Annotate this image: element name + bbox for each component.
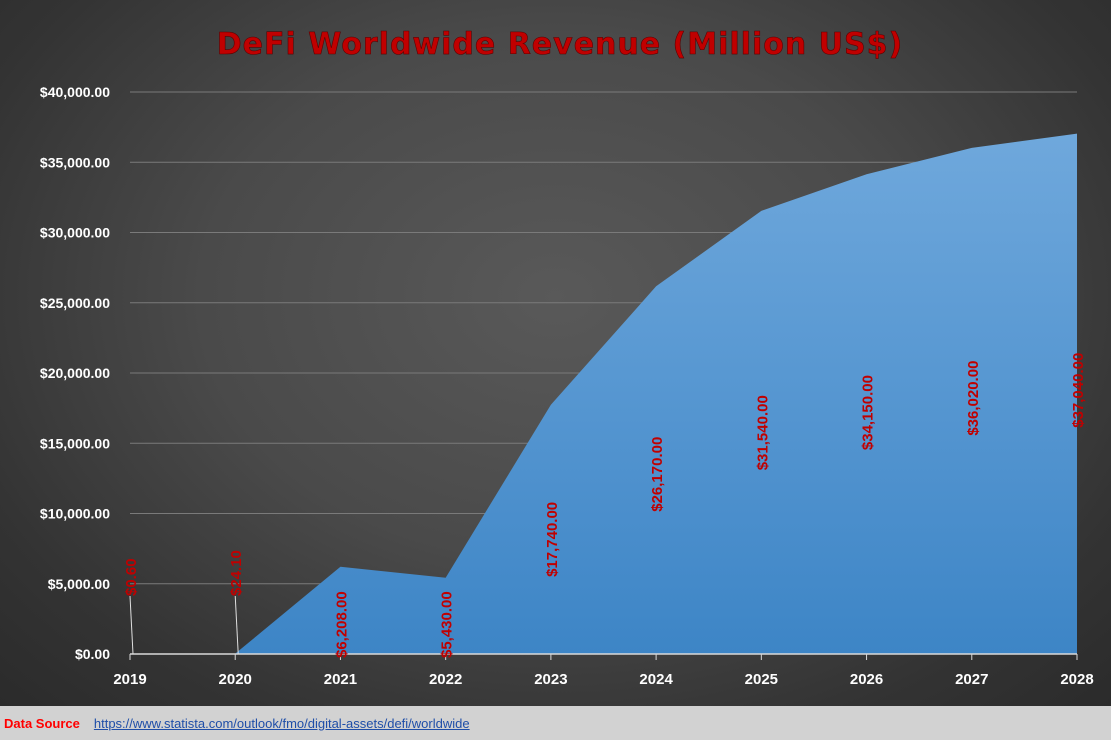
y-tick-label: $40,000.00: [40, 84, 110, 100]
data-label: $5,430.00: [439, 591, 456, 658]
data-label: $24.10: [228, 550, 245, 596]
chart-panel: DeFi Worldwide Revenue (Million US$) $0.…: [0, 0, 1111, 706]
data-label: $36,020.00: [965, 361, 982, 436]
data-label: $17,740.00: [544, 502, 561, 577]
y-tick-label: $25,000.00: [40, 295, 110, 311]
area-chart: DeFi Worldwide Revenue (Million US$) $0.…: [40, 27, 1094, 688]
data-label: $6,208.00: [333, 591, 350, 658]
data-label: $26,170.00: [649, 437, 666, 512]
x-tick-label: 2023: [534, 671, 567, 688]
revenue-area: [130, 133, 1077, 654]
data-label: $37,040.00: [1070, 353, 1087, 428]
x-tick-label: 2021: [324, 671, 357, 688]
data-label: $34,150.00: [860, 375, 877, 450]
data-source-label: Data Source: [4, 715, 80, 731]
data-label-leader: [234, 595, 239, 655]
x-tick-label: 2019: [113, 671, 146, 688]
x-tick-label: 2028: [1060, 671, 1093, 688]
y-tick-label: $20,000.00: [40, 365, 110, 381]
x-tick-label: 2020: [219, 671, 252, 688]
y-tick-label: $5,000.00: [48, 576, 110, 592]
y-tick-label: $10,000.00: [40, 506, 110, 522]
y-tick-label: $0.00: [75, 646, 110, 662]
y-tick-label: $35,000.00: [40, 154, 110, 170]
data-label: $0.60: [123, 558, 140, 596]
x-tick-label: 2022: [429, 671, 462, 688]
x-tick-label: 2024: [639, 671, 673, 688]
y-tick-label: $30,000.00: [40, 225, 110, 241]
data-source-link[interactable]: https://www.statista.com/outlook/fmo/dig…: [93, 715, 470, 731]
x-tick-label: 2026: [850, 671, 883, 688]
data-source-footer: Data Source https://www.statista.com/out…: [0, 706, 1111, 740]
x-tick-label: 2027: [955, 671, 988, 688]
chart-title: DeFi Worldwide Revenue (Million US$): [217, 27, 903, 62]
data-label: $31,540.00: [754, 395, 771, 470]
x-tick-label: 2025: [745, 671, 778, 688]
data-label-leader: [129, 595, 134, 655]
y-tick-label: $15,000.00: [40, 435, 110, 451]
